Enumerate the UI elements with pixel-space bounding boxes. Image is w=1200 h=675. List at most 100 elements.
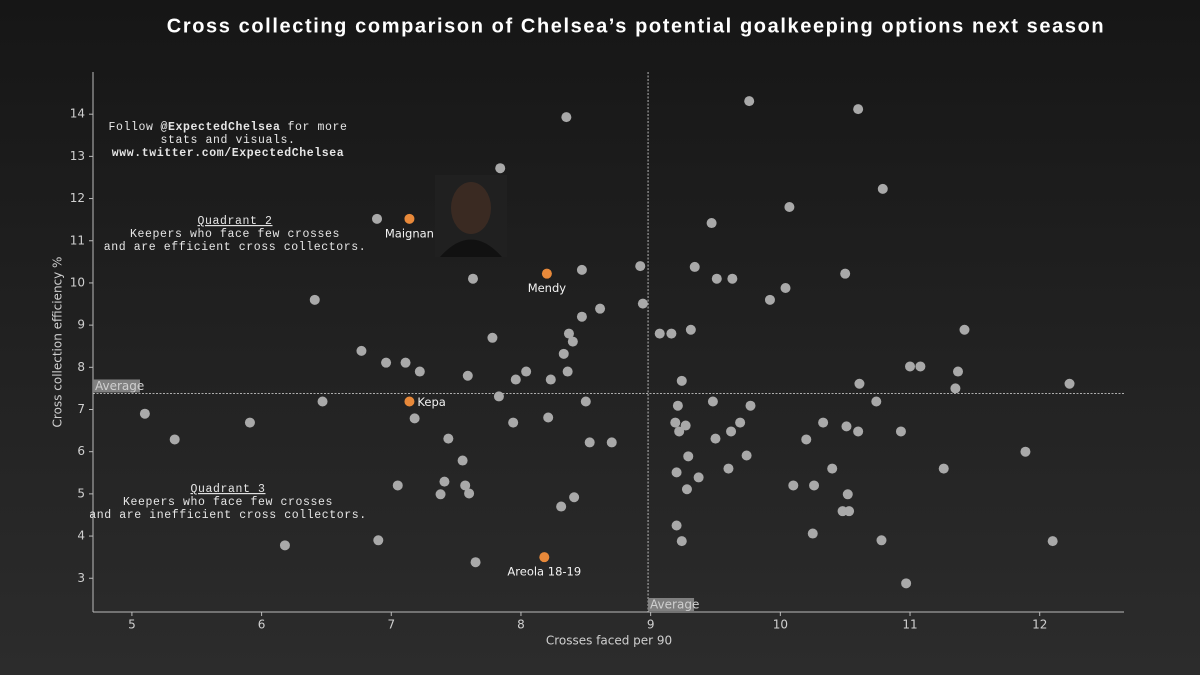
quadrant-text: and are inefficient cross collectors. — [89, 509, 367, 522]
data-point — [1020, 446, 1031, 457]
data-point — [671, 467, 682, 478]
data-point — [827, 463, 838, 474]
data-point — [741, 450, 752, 461]
y-tick-label: 10 — [70, 275, 85, 289]
data-point — [788, 480, 799, 491]
data-point — [710, 433, 721, 444]
credit-part: for more — [288, 121, 348, 134]
x-tick-label: 12 — [1032, 618, 1047, 632]
y-tick-label: 8 — [77, 360, 85, 374]
data-point — [840, 268, 851, 279]
data-point — [169, 434, 180, 445]
data-point — [685, 324, 696, 335]
data-point — [372, 213, 383, 224]
data-point — [487, 332, 498, 343]
data-point — [457, 455, 468, 466]
point-label: Areola 18-19 — [507, 565, 581, 579]
data-point — [462, 370, 473, 381]
data-point — [842, 489, 853, 500]
data-point — [735, 417, 746, 428]
data-point — [953, 366, 964, 377]
average-label: Average — [650, 598, 699, 612]
data-point — [467, 273, 478, 284]
data-point — [853, 104, 864, 115]
data-point — [580, 396, 591, 407]
data-point — [495, 163, 506, 174]
data-point — [683, 451, 694, 462]
data-point — [493, 391, 504, 402]
x-tick-label: 6 — [258, 618, 266, 632]
credit-part: @ExpectedChelsea — [160, 121, 280, 134]
data-point — [556, 501, 567, 512]
data-point — [938, 463, 949, 474]
data-point — [877, 183, 888, 194]
data-point — [563, 328, 574, 339]
data-point — [404, 396, 415, 407]
data-point — [780, 283, 791, 293]
data-point — [558, 348, 569, 359]
point-label: Kepa — [417, 395, 445, 409]
data-point — [470, 557, 481, 568]
data-point — [510, 374, 521, 385]
data-point — [400, 357, 411, 368]
data-point — [854, 378, 865, 389]
credit-part: Follow — [108, 121, 153, 134]
data-point — [521, 366, 532, 377]
credit-text: Follow @ExpectedChelsea for more — [108, 121, 347, 134]
quadrant-text: Keepers who face few crosses — [130, 228, 340, 241]
data-point — [508, 417, 519, 428]
data-point — [809, 480, 820, 491]
data-point — [541, 268, 552, 279]
credit-part: www.twitter.com/ExpectedChelsea — [112, 147, 345, 160]
data-point — [373, 535, 384, 546]
data-point — [680, 420, 691, 431]
data-point — [606, 437, 617, 448]
y-tick-label: 3 — [77, 571, 85, 585]
credit-text: stats and visuals. — [160, 134, 295, 147]
data-point — [901, 578, 912, 589]
data-point — [1047, 536, 1058, 547]
average-label-box — [648, 598, 695, 611]
data-point — [950, 383, 961, 394]
data-point — [637, 298, 648, 309]
data-point — [727, 273, 738, 284]
data-point — [674, 426, 685, 437]
quadrant-text: Keepers who face few crosses — [123, 496, 333, 509]
data-point — [672, 400, 683, 411]
x-tick-label: 5 — [128, 618, 136, 632]
data-point — [460, 480, 471, 491]
data-point — [309, 294, 320, 305]
data-point — [744, 96, 755, 107]
data-point — [905, 361, 916, 372]
quadrant-heading: Quadrant 2 — [197, 215, 272, 228]
data-point — [681, 484, 692, 495]
data-point — [561, 112, 572, 123]
data-point — [818, 417, 829, 428]
data-point — [279, 540, 290, 551]
data-point — [959, 324, 970, 335]
data-point — [807, 528, 818, 539]
point-label: Mendy — [528, 281, 567, 295]
data-point — [576, 264, 587, 275]
data-point — [915, 361, 926, 372]
data-point — [595, 303, 606, 314]
data-point — [439, 476, 450, 487]
data-point — [569, 492, 580, 503]
data-point — [726, 426, 737, 437]
y-tick-label: 12 — [70, 191, 85, 205]
data-point — [689, 261, 700, 272]
x-tick-label: 7 — [387, 618, 395, 632]
credit-text: www.twitter.com/ExpectedChelsea — [112, 147, 345, 160]
x-tick-label: 8 — [517, 618, 525, 632]
data-point — [676, 536, 687, 547]
data-point — [666, 328, 677, 339]
x-axis-label: Crosses faced per 90 — [546, 634, 672, 648]
y-tick-label: 5 — [77, 486, 85, 500]
data-point — [853, 426, 864, 437]
data-point — [723, 463, 734, 474]
data-point — [317, 396, 328, 407]
data-point — [693, 472, 704, 483]
data-point — [139, 408, 150, 419]
